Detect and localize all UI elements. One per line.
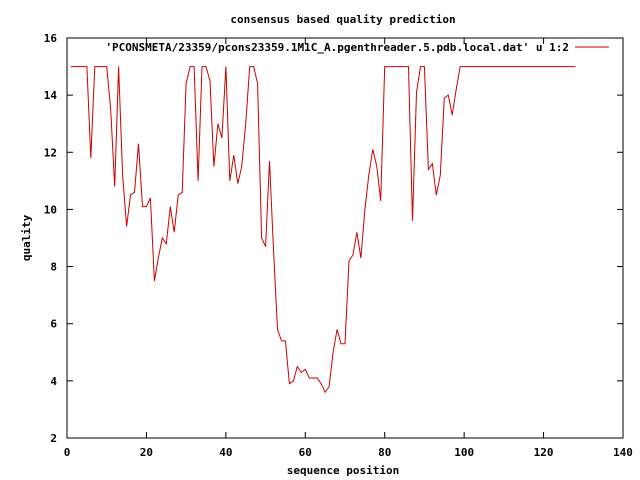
x-tick-label: 100	[454, 446, 474, 459]
y-tick-label: 8	[50, 261, 57, 274]
x-tick-label: 40	[219, 446, 232, 459]
y-tick-label: 12	[44, 146, 57, 159]
y-axis-label: quality	[20, 214, 33, 261]
x-tick-label: 20	[140, 446, 153, 459]
y-tick-label: 16	[44, 32, 58, 45]
y-tick-label: 10	[44, 203, 57, 216]
x-tick-label: 60	[299, 446, 312, 459]
x-tick-label: 140	[613, 446, 633, 459]
legend-entry-label: 'PCONSMETA/23359/pcons23359.1M1C_A.pgent…	[105, 41, 569, 54]
x-tick-label: 120	[534, 446, 554, 459]
axis-tick-labels: 0 20 40 60 80 100 120 140 2 4 6 8 10 12 14 16	[44, 32, 633, 459]
y-tick-label: 14	[44, 89, 58, 102]
y-tick-label: 2	[50, 432, 57, 445]
x-axis-label: sequence position	[287, 464, 400, 477]
axis-ticks	[66, 37, 624, 439]
plot-frame	[66, 37, 624, 439]
chart-title: consensus based quality prediction	[230, 13, 455, 26]
series-layer	[71, 66, 576, 394]
x-tick-label: 80	[378, 446, 391, 459]
x-tick-label: 0	[64, 446, 71, 459]
series-line-0	[71, 66, 576, 394]
y-tick-label: 4	[50, 375, 57, 388]
y-tick-label: 6	[50, 318, 57, 331]
legend: 'PCONSMETA/23359/pcons23359.1M1C_A.pgent…	[105, 41, 609, 54]
